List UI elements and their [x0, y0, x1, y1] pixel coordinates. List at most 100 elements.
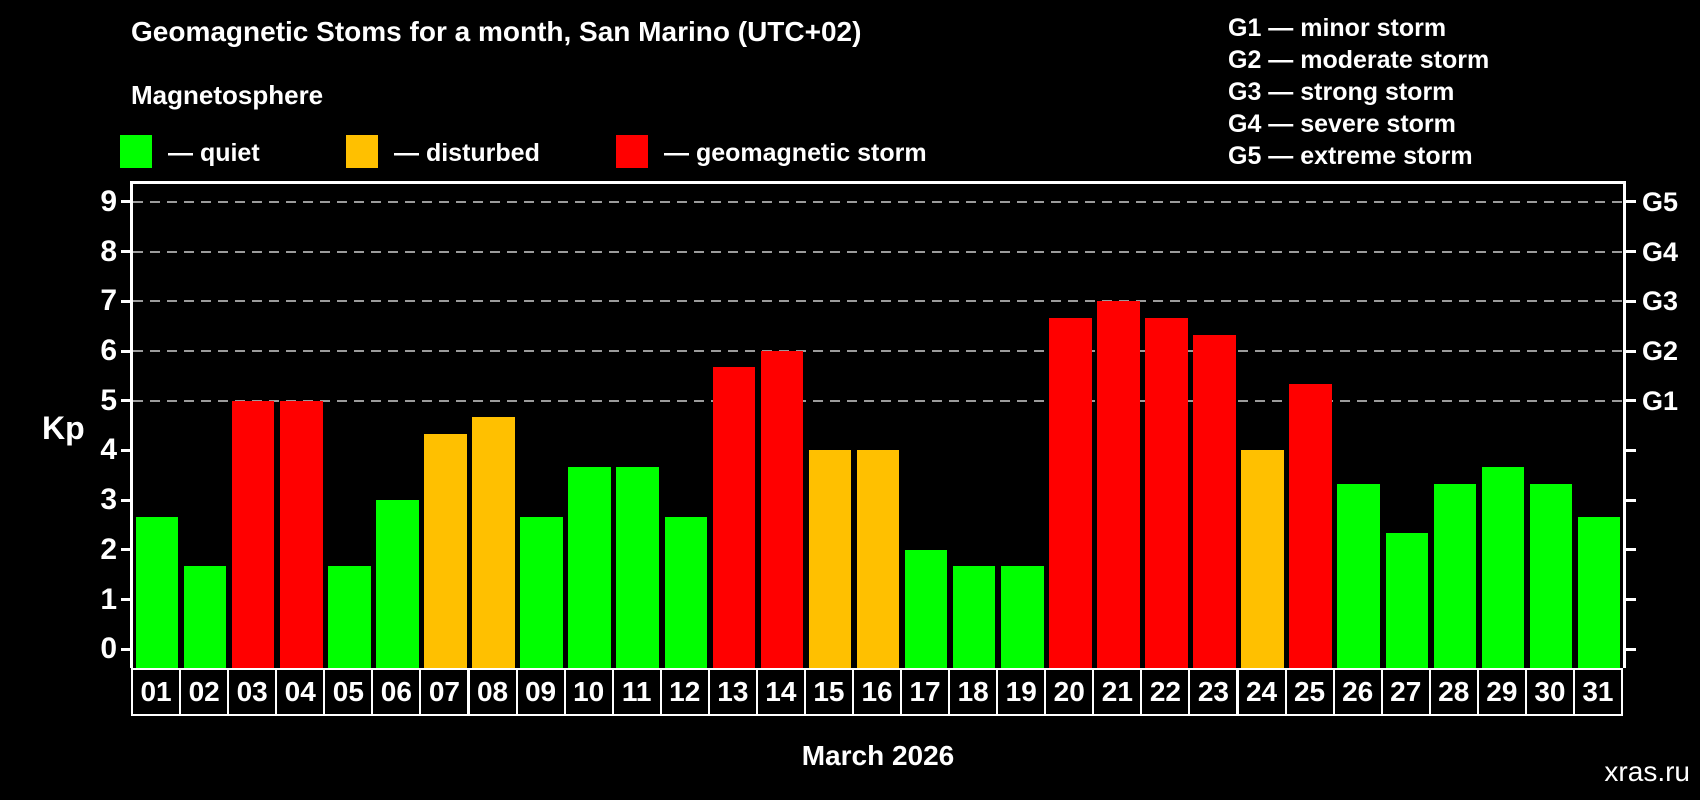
y-tick-label-6: 6 — [100, 334, 117, 367]
day-label-23: 23 — [1188, 668, 1239, 716]
day-label-13: 13 — [707, 668, 758, 716]
bar-day-01 — [135, 516, 179, 668]
day-label-10: 10 — [563, 668, 614, 716]
storm-scale-line-g4: G4 — severe storm — [1228, 110, 1456, 138]
bar-day-13 — [712, 367, 756, 668]
y-tick-right-6 — [1626, 349, 1636, 353]
bar-day-17 — [904, 549, 948, 668]
y-tick-label-9: 9 — [100, 184, 117, 218]
bar-day-31 — [1577, 516, 1621, 668]
y-tick-right-5 — [1626, 399, 1636, 403]
bar-day-11 — [616, 466, 659, 668]
bar-day-30 — [1529, 483, 1573, 668]
day-label-27: 27 — [1380, 668, 1431, 716]
y-tick-label-5: 5 — [100, 383, 117, 417]
legend-label-quiet: — quiet — [168, 139, 260, 167]
y-axis-left — [130, 181, 133, 668]
bar-day-24 — [1241, 450, 1284, 668]
y-tick-label-8: 8 — [100, 234, 117, 268]
storm-scale-line-g1: G1 — minor storm — [1228, 14, 1447, 42]
y-tick-left-8 — [121, 250, 131, 254]
y-tick-right-3 — [1626, 498, 1636, 502]
y-tick-label-1: 1 — [100, 582, 117, 616]
day-label-26: 26 — [1332, 668, 1383, 716]
plot-top-border — [130, 181, 1626, 184]
day-label-16: 16 — [852, 668, 903, 716]
bar-day-23 — [1193, 334, 1236, 668]
y-tick-left-3 — [121, 498, 131, 502]
y-tick-right-7 — [1626, 299, 1636, 303]
bar-day-08 — [472, 417, 515, 668]
bar-day-25 — [1289, 384, 1332, 668]
g-scale-label-g3: G3 — [1642, 286, 1679, 317]
day-label-29: 29 — [1476, 668, 1527, 716]
g-scale-label-g5: G5 — [1642, 186, 1679, 217]
gridline-kp6 — [133, 350, 1623, 352]
gridline-kp9 — [133, 200, 1623, 203]
y-tick-label-2: 2 — [100, 532, 117, 566]
y-tick-left-9 — [121, 200, 131, 204]
bar-day-03 — [231, 400, 275, 668]
bar-day-19 — [1001, 566, 1044, 668]
y-tick-left-0 — [121, 647, 131, 651]
day-label-07: 07 — [419, 668, 470, 716]
y-tick-right-2 — [1626, 548, 1636, 552]
y-tick-right-9 — [1626, 200, 1636, 204]
bar-day-12 — [664, 516, 707, 668]
day-label-11: 11 — [611, 668, 662, 716]
bar-day-07 — [424, 434, 467, 668]
y-tick-right-8 — [1626, 250, 1636, 254]
day-label-20: 20 — [1044, 668, 1095, 716]
y-tick-left-4 — [121, 448, 131, 452]
bar-day-18 — [952, 566, 996, 668]
y-axis-title: Kp — [42, 410, 85, 446]
g-scale-label-g2: G2 — [1642, 336, 1679, 366]
gridline-kp7 — [133, 300, 1623, 303]
y-axis-right — [1623, 181, 1626, 668]
day-label-24: 24 — [1236, 668, 1287, 716]
y-tick-right-4 — [1626, 448, 1636, 452]
y-tick-label-0: 0 — [100, 632, 117, 666]
legend-label-disturbed: — disturbed — [394, 139, 540, 167]
day-label-30: 30 — [1524, 668, 1575, 716]
bar-day-06 — [376, 500, 419, 668]
y-tick-left-1 — [121, 598, 131, 601]
day-label-22: 22 — [1140, 668, 1191, 716]
y-tick-left-5 — [121, 399, 131, 403]
day-label-28: 28 — [1428, 668, 1479, 716]
g-scale-label-g4: G4 — [1642, 236, 1679, 267]
bar-day-09 — [520, 516, 563, 668]
bar-day-02 — [183, 566, 227, 668]
y-tick-left-2 — [121, 548, 131, 552]
watermark: xras.ru — [1604, 756, 1690, 787]
day-label-01: 01 — [131, 668, 182, 716]
bar-day-10 — [568, 466, 611, 668]
day-label-21: 21 — [1092, 668, 1143, 716]
storm-scale-line-g5: G5 — extreme storm — [1228, 142, 1473, 170]
day-label-17: 17 — [900, 668, 951, 716]
bar-day-27 — [1385, 533, 1428, 668]
legend-swatch-disturbed — [346, 135, 378, 168]
day-label-12: 12 — [659, 668, 710, 716]
bar-day-15 — [808, 450, 852, 668]
bar-day-26 — [1337, 483, 1380, 668]
bar-day-14 — [760, 351, 804, 668]
y-tick-label-4: 4 — [100, 433, 117, 467]
bar-day-04 — [280, 400, 323, 668]
day-label-08: 08 — [467, 668, 518, 716]
bar-day-05 — [328, 566, 371, 668]
gridline-kp8 — [133, 250, 1623, 253]
day-label-04: 04 — [275, 668, 326, 716]
y-tick-left-6 — [121, 349, 131, 353]
day-label-15: 15 — [803, 668, 854, 716]
storm-scale-line-g3: G3 — strong storm — [1228, 78, 1455, 106]
y-tick-right-0 — [1626, 647, 1636, 651]
bar-day-16 — [856, 450, 900, 668]
gridline-kp5 — [133, 399, 1623, 402]
day-label-03: 03 — [227, 668, 278, 716]
storm-scale-legend: G1 — minor storm G2 — moderate storm G3 … — [1228, 12, 1489, 172]
chart-title: Geomagnetic Stoms for a month, San Marin… — [131, 16, 862, 47]
day-label-18: 18 — [948, 668, 999, 716]
bar-day-29 — [1481, 466, 1525, 668]
